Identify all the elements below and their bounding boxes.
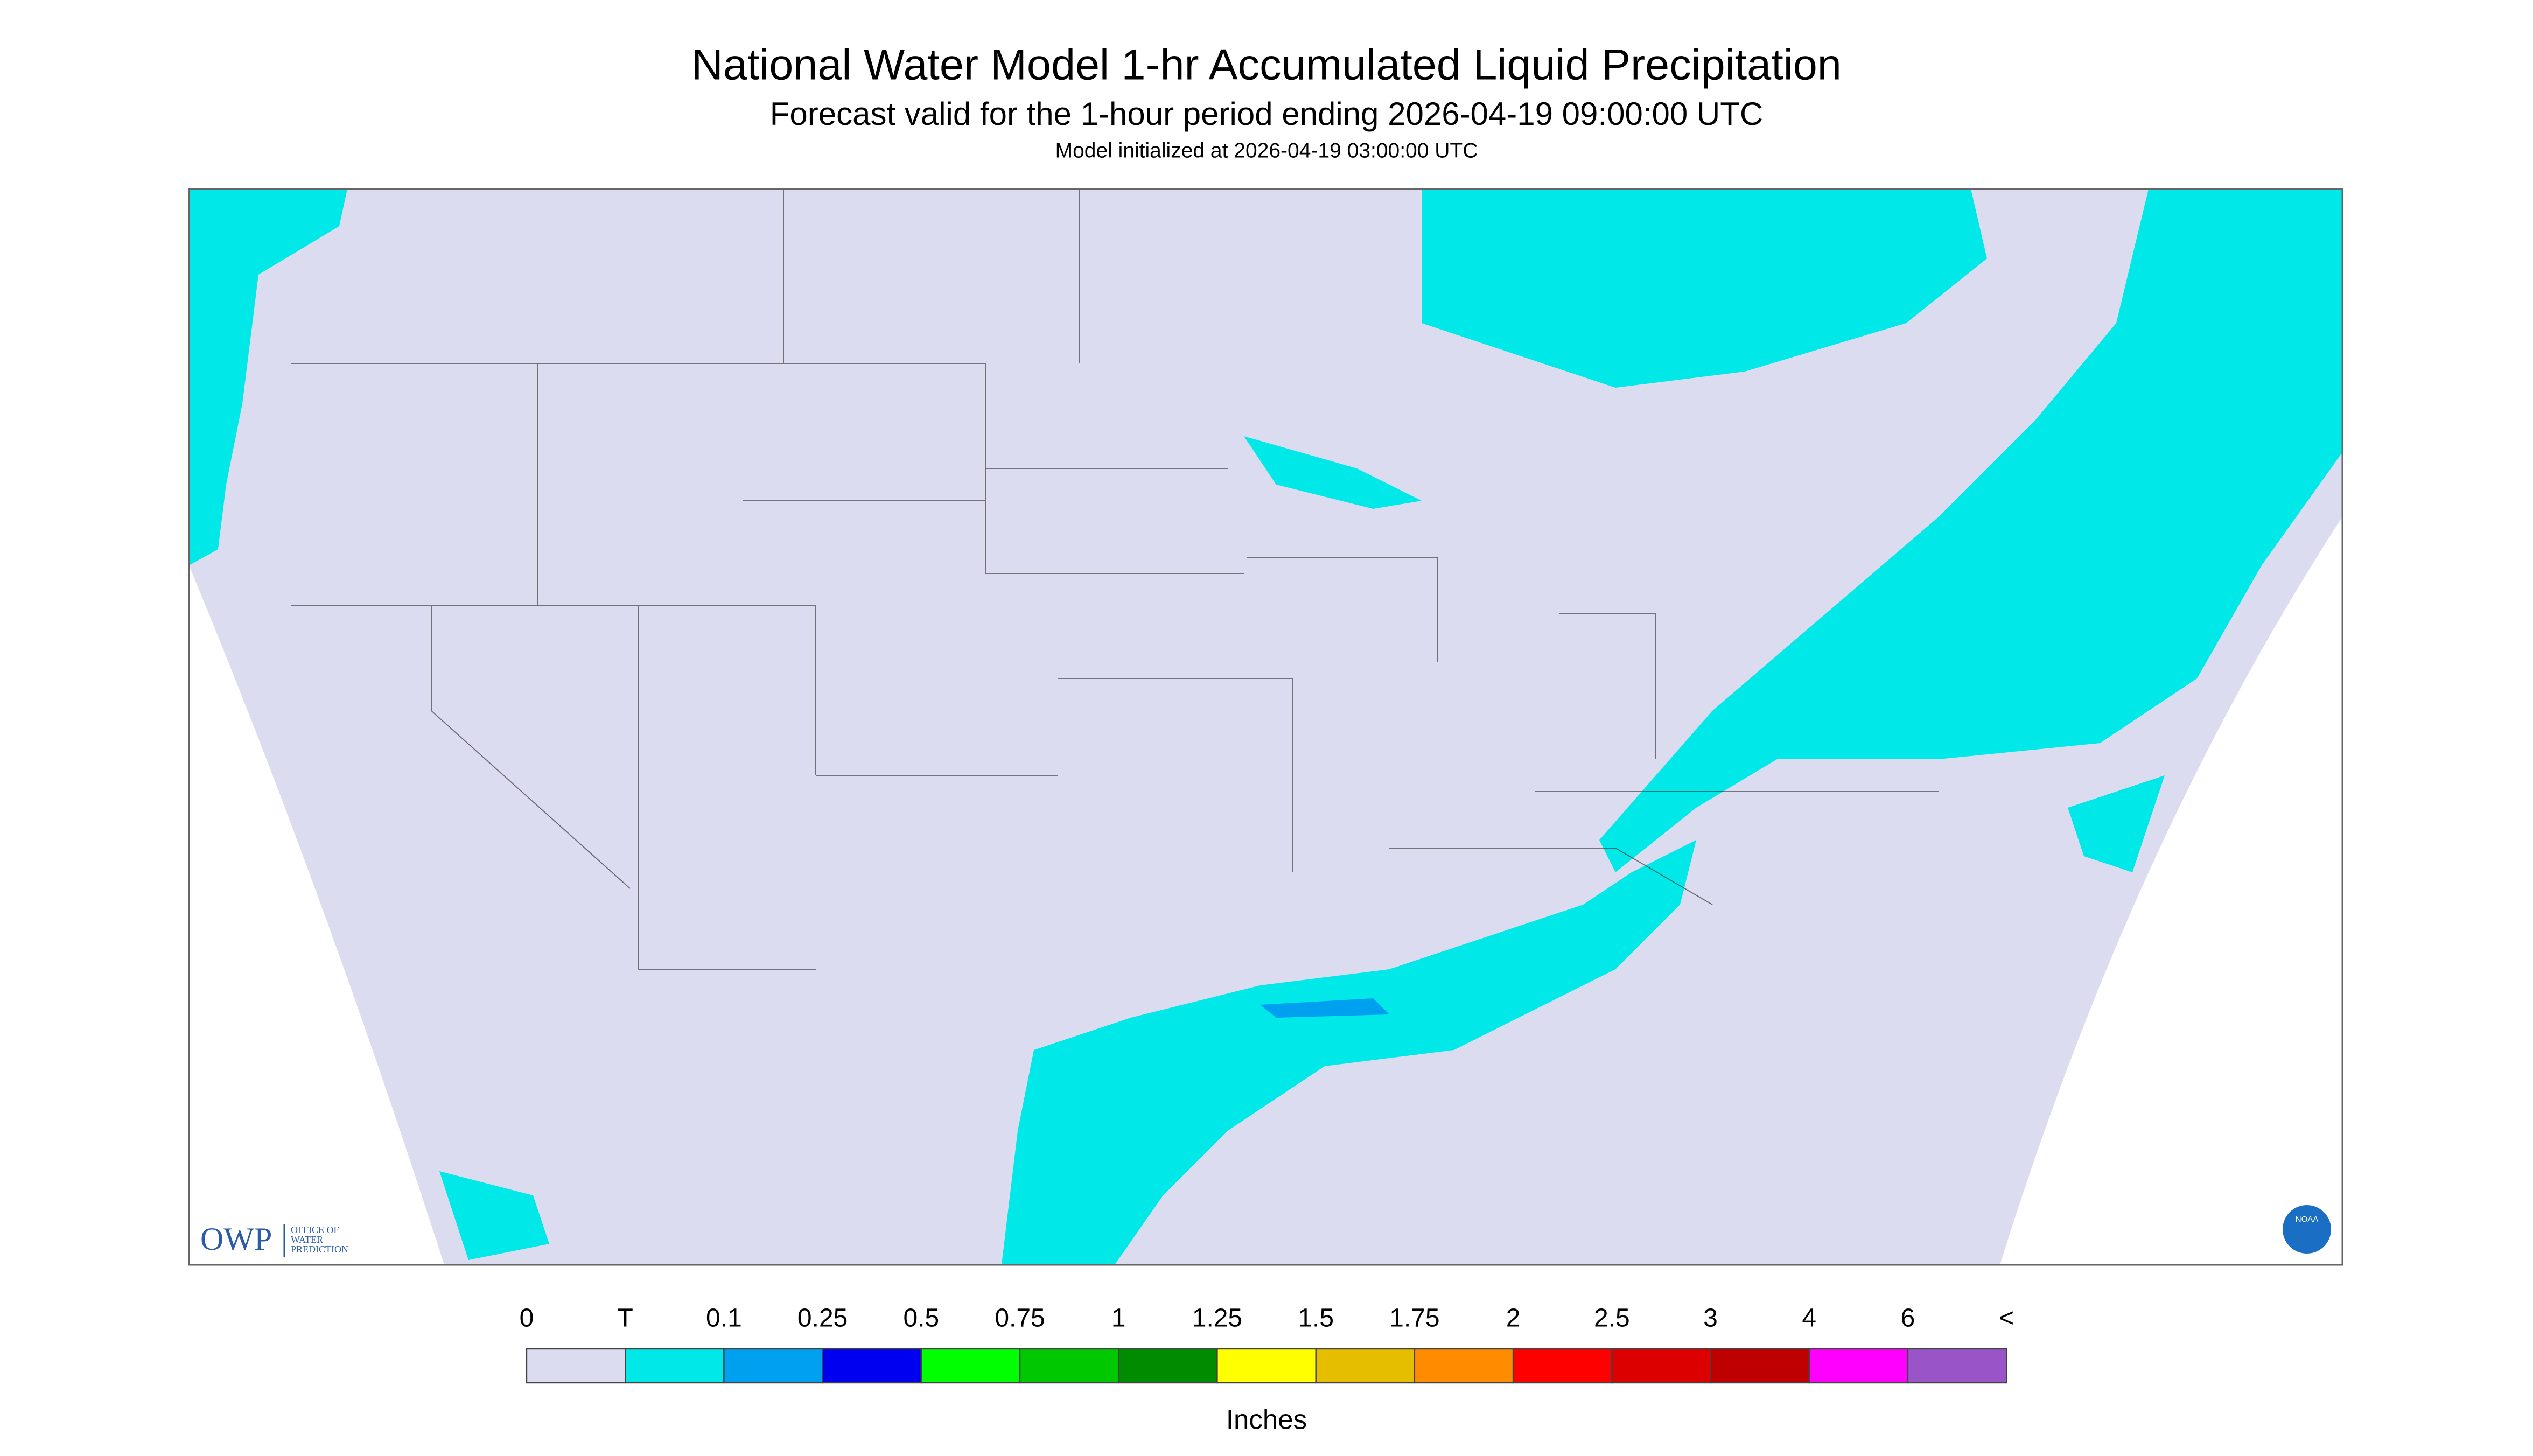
legend-label: 1 [1111,1304,1126,1333]
projection-edge [189,565,444,1265]
state-borders [291,189,1939,970]
legend-swatch [1808,1348,1909,1384]
legend-label: 1.75 [1389,1304,1439,1333]
rain-area [1422,189,1987,388]
owp-logo-text: OFFICE OF [291,1224,339,1235]
legend-swatch [1414,1348,1514,1384]
rain-area [189,189,347,566]
init-time: Model initialized at 2026-04-19 03:00:00… [1055,139,1478,162]
legend-swatch [723,1348,823,1384]
legend-label: 1.5 [1298,1304,1334,1333]
legend: 0 T 0.1 0.25 0.5 0.75 1 1.25 1.5 1.75 2 2.5 3 4 6 < [520,1304,2014,1384]
legend-swatch [1216,1348,1317,1384]
noaa-logo [2283,1205,2331,1254]
rain-area [1002,840,1696,1265]
subtitle: Forecast valid for the 1-hour period end… [770,96,1763,132]
legend-swatch [822,1348,922,1384]
legend-label: 3 [1703,1304,1718,1333]
legend-label: 0.25 [797,1304,848,1333]
owp-logo: OWP [200,1221,272,1257]
legend-swatch [526,1348,626,1384]
noaa-logo-text: NOAA [2296,1215,2319,1224]
owp-logo-text: WATER [291,1234,323,1245]
map-frame [188,188,2343,1266]
legend-label: 6 [1901,1304,1915,1333]
legend-swatch [1907,1348,2007,1384]
rain-area [439,1171,549,1261]
map: OWP OFFICE OF WATER PREDICTION NOAA [188,188,2343,1266]
legend-label: 0.75 [995,1304,1045,1333]
legend-swatch [625,1348,725,1384]
legend-swatch [1118,1348,1218,1384]
legend-unit: Inches [1226,1404,1307,1434]
owp-logo-text: PREDICTION [291,1244,348,1255]
legend-label: < [1999,1304,2014,1333]
legend-label: 2.5 [1594,1304,1630,1333]
legend-swatch [1315,1348,1416,1384]
legend-swatch [1611,1348,1711,1384]
legend-label: 0 [520,1304,534,1333]
legend-label: 4 [1802,1304,1816,1333]
rain-area [2068,775,2165,873]
legend-label: T [618,1304,633,1333]
legend-swatch [1019,1348,1119,1384]
legend-label: 0.1 [706,1304,742,1333]
rain-area [1599,189,2342,873]
legend-swatch [920,1348,1021,1384]
legend-label: 1.25 [1192,1304,1242,1333]
title: National Water Model 1-hr Accumulated Li… [691,40,1842,89]
projection-edge [2000,517,2342,1265]
legend-swatch [1512,1348,1613,1384]
legend-label: 0.5 [903,1304,939,1333]
rain-area-heavier [1260,998,1389,1018]
legend-swatch [1710,1348,1810,1384]
legend-label: 2 [1506,1304,1521,1333]
rain-area [1244,436,1422,509]
